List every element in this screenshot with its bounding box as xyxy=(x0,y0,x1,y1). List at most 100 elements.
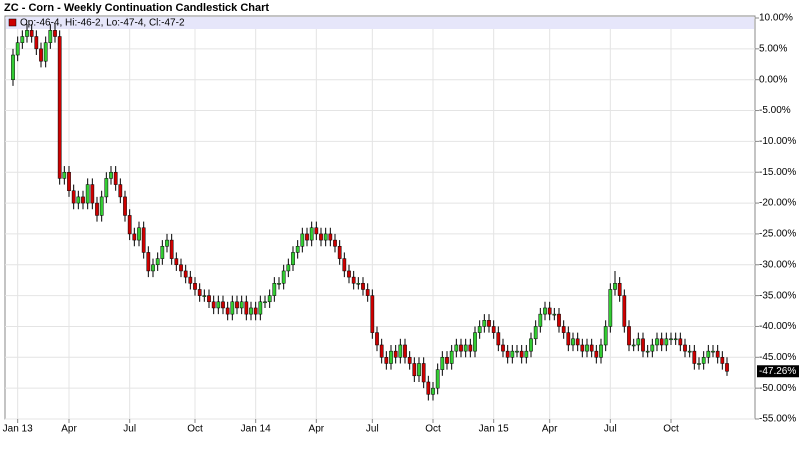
candle-body xyxy=(533,326,538,340)
candle-body xyxy=(211,301,216,309)
candle-body xyxy=(622,295,627,327)
candle-body xyxy=(179,264,183,272)
candle-body xyxy=(636,338,641,346)
candle-body xyxy=(109,171,113,179)
candle-body xyxy=(566,332,571,346)
candle-body xyxy=(337,246,342,259)
x-tick-label: Oct xyxy=(425,424,441,435)
candle-body xyxy=(449,350,454,364)
candle-body xyxy=(193,283,197,290)
candle-body xyxy=(43,42,48,62)
candle-body xyxy=(81,196,85,204)
candle-body xyxy=(281,270,286,284)
candle-body xyxy=(384,357,389,364)
candle-body xyxy=(328,233,333,241)
candle-body xyxy=(253,307,258,315)
candle-body xyxy=(174,258,179,266)
y-tick-label: 0.00% xyxy=(759,74,787,85)
candle-body xyxy=(34,36,39,50)
candle-body xyxy=(543,307,547,315)
candle-body xyxy=(11,54,15,80)
candle-body xyxy=(491,326,496,333)
x-tick-label: Apr xyxy=(61,424,77,435)
candle-body xyxy=(155,258,160,266)
candle-body xyxy=(501,344,505,352)
candle-body xyxy=(53,30,57,37)
x-tick-label: Jul xyxy=(366,424,379,435)
candle-body xyxy=(62,171,67,179)
candle-body xyxy=(249,307,253,315)
y-tick-label: -30.00% xyxy=(759,259,796,270)
candle-body xyxy=(589,344,594,352)
candle-body xyxy=(71,190,76,204)
y-tick-label: -35.00% xyxy=(759,290,796,301)
candle-body xyxy=(244,301,249,315)
candle-body xyxy=(99,196,104,216)
candle-body xyxy=(267,295,272,303)
candle-body xyxy=(235,301,239,309)
y-tick-label: -45.00% xyxy=(759,352,796,363)
candle-body xyxy=(701,357,706,364)
candle-body xyxy=(487,320,491,327)
candle-body xyxy=(692,350,697,364)
candle-body xyxy=(141,227,146,253)
candle-body xyxy=(645,350,650,353)
candles xyxy=(11,24,729,401)
legend-swatch xyxy=(8,18,17,27)
candle-body xyxy=(557,313,561,327)
candle-body xyxy=(137,227,141,241)
candle-body xyxy=(524,350,529,358)
candle-body xyxy=(468,344,473,352)
x-tick-label: Apr xyxy=(309,424,325,435)
candle-body xyxy=(421,363,426,383)
candle-body xyxy=(673,338,678,341)
candle-body xyxy=(496,332,501,346)
candle-body xyxy=(617,283,622,296)
candle-body xyxy=(230,301,235,315)
candle-body xyxy=(631,344,636,347)
chart-title: ZC - Corn - Weekly Continuation Candlest… xyxy=(4,2,269,14)
candle-body xyxy=(683,344,687,352)
candle-body xyxy=(459,344,463,352)
candle-body xyxy=(463,344,468,352)
candle-body xyxy=(146,252,151,272)
candle-body xyxy=(48,30,53,43)
candle-body xyxy=(127,215,132,235)
grid xyxy=(5,17,755,420)
candle-body xyxy=(580,344,585,352)
candle-body xyxy=(417,363,421,377)
candle-body xyxy=(202,295,207,297)
candle-body xyxy=(319,233,323,241)
candle-body xyxy=(365,289,370,296)
x-tick-label: Oct xyxy=(663,424,679,435)
candle-body xyxy=(641,338,645,352)
candle-body xyxy=(599,344,603,358)
candle-body xyxy=(664,338,669,346)
y-tick-label: -50.00% xyxy=(759,383,796,394)
candle-body xyxy=(309,227,314,241)
candle-body xyxy=(440,357,445,370)
candle-body xyxy=(370,295,375,333)
x-tick-label: Oct xyxy=(187,424,203,435)
candle-body xyxy=(482,320,487,327)
candle-body xyxy=(132,233,137,241)
candle-body xyxy=(356,283,361,285)
candle-body xyxy=(286,264,291,272)
candle-body xyxy=(20,36,25,43)
candle-body xyxy=(529,338,533,352)
candle-body xyxy=(547,307,552,315)
last-price-label: -47.26% xyxy=(759,366,796,377)
candle-body xyxy=(473,332,477,352)
candle-body xyxy=(655,338,659,346)
candle-body xyxy=(613,283,617,290)
candle-body xyxy=(687,350,692,353)
candle-body xyxy=(659,338,664,346)
candle-body xyxy=(538,313,543,327)
candle-body xyxy=(603,326,608,346)
candle-body xyxy=(76,196,81,204)
candle-body xyxy=(571,338,575,346)
candle-body xyxy=(300,233,305,247)
y-tick-label: -10.00% xyxy=(759,136,796,147)
candle-body xyxy=(715,350,720,358)
